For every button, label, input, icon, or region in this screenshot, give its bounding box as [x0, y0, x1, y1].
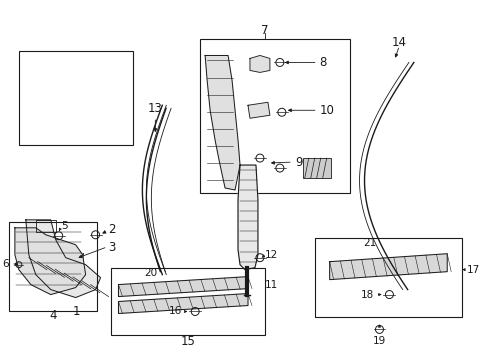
Text: 16: 16	[169, 306, 182, 316]
Text: 8: 8	[319, 56, 326, 69]
Bar	[36, 220, 56, 232]
Polygon shape	[15, 228, 85, 294]
Bar	[9, 222, 96, 311]
Text: 20: 20	[143, 267, 157, 278]
Polygon shape	[249, 55, 269, 72]
Text: 13: 13	[147, 102, 163, 115]
Polygon shape	[26, 220, 101, 298]
Bar	[302, 158, 330, 178]
Text: 6: 6	[2, 259, 9, 269]
Text: 2: 2	[108, 223, 116, 236]
Text: 1: 1	[72, 305, 80, 318]
Text: 14: 14	[391, 36, 406, 49]
Text: 15: 15	[180, 335, 195, 348]
Polygon shape	[247, 102, 269, 118]
Polygon shape	[205, 55, 240, 190]
Text: 17: 17	[466, 265, 479, 275]
Bar	[314, 238, 461, 318]
Text: 11: 11	[264, 280, 278, 289]
Text: 12: 12	[264, 250, 278, 260]
Bar	[19, 50, 133, 145]
Polygon shape	[238, 165, 258, 270]
Polygon shape	[329, 254, 447, 280]
Text: 9: 9	[294, 156, 302, 168]
Bar	[68, 253, 82, 263]
Text: 7: 7	[261, 24, 268, 37]
Polygon shape	[118, 293, 247, 314]
Bar	[110, 268, 264, 336]
Polygon shape	[118, 276, 247, 297]
Text: 10: 10	[319, 104, 334, 117]
Text: 5: 5	[61, 221, 67, 231]
Bar	[200, 39, 349, 193]
Text: 18: 18	[361, 289, 374, 300]
Text: 3: 3	[108, 241, 116, 254]
Text: 4: 4	[49, 309, 57, 322]
Text: 19: 19	[372, 336, 386, 346]
Text: 21: 21	[362, 238, 375, 248]
